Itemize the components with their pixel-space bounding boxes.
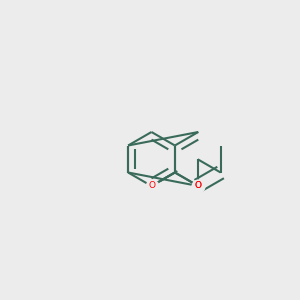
Text: O: O (194, 181, 201, 190)
Text: O: O (148, 182, 155, 190)
Text: O: O (195, 182, 202, 190)
